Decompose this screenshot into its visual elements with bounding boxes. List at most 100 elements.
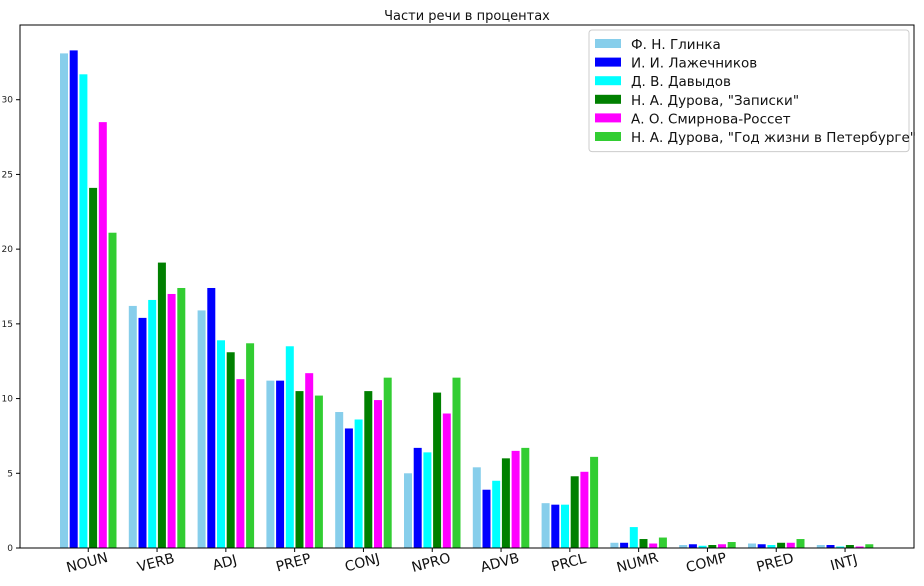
bars xyxy=(60,50,874,549)
bar-intj-series-1 xyxy=(816,545,825,548)
x-tick-label: INTJ xyxy=(829,552,860,575)
bar-numr-series-6 xyxy=(658,537,667,548)
bar-prcl-series-4 xyxy=(570,476,579,548)
legend-swatch xyxy=(595,76,621,86)
bar-adj-series-4 xyxy=(226,352,235,548)
bar-numr-series-5 xyxy=(649,543,658,548)
bar-pred-series-6 xyxy=(796,539,805,548)
bar-conj-series-3 xyxy=(354,419,363,548)
bar-npro-series-4 xyxy=(433,392,442,548)
bar-prcl-series-2 xyxy=(551,504,560,548)
bar-advb-series-4 xyxy=(501,458,510,548)
bar-verb-series-6 xyxy=(177,287,186,548)
bar-noun-series-5 xyxy=(98,122,107,548)
bar-npro-series-2 xyxy=(413,447,422,548)
bar-conj-series-4 xyxy=(364,391,373,548)
bar-intj-series-4 xyxy=(845,545,854,548)
x-tick-label: COMP xyxy=(684,550,728,576)
legend-label: Н. А. Дурова, "Записки" xyxy=(631,93,799,109)
bar-prcl-series-3 xyxy=(561,504,569,548)
plot-frame xyxy=(19,24,915,549)
bar-noun-series-4 xyxy=(89,187,98,548)
bar-pred-series-1 xyxy=(748,543,756,548)
x-tick-label: ADJ xyxy=(211,552,239,574)
bar-numr-series-1 xyxy=(610,542,619,548)
y-tick-label: 0 xyxy=(7,544,13,554)
x-tick-label: PRED xyxy=(755,551,796,576)
bar-numr-series-2 xyxy=(620,542,629,548)
legend-label: Н. А. Дурова, "Год жизни в Петербурге" xyxy=(631,130,916,146)
bar-advb-series-2 xyxy=(482,489,491,548)
bar-verb-series-2 xyxy=(138,317,147,548)
bar-advb-series-1 xyxy=(472,467,481,548)
bar-prep-series-1 xyxy=(266,380,275,548)
bar-adj-series-1 xyxy=(197,310,206,548)
bar-npro-series-1 xyxy=(404,473,412,548)
y-tick-label: 25 xyxy=(2,170,13,180)
legend-label: Д. В. Давыдов xyxy=(631,74,731,90)
bar-advb-series-3 xyxy=(492,480,501,548)
bar-verb-series-1 xyxy=(128,305,137,548)
bar-npro-series-3 xyxy=(423,452,432,548)
bar-verb-series-3 xyxy=(148,299,157,548)
y-axis: 0 5 10 15 20 25 30 xyxy=(2,96,20,554)
bar-prcl-series-5 xyxy=(580,471,589,548)
bar-comp-series-6 xyxy=(727,542,736,548)
bar-prcl-series-6 xyxy=(590,456,599,548)
bar-intj-series-2 xyxy=(826,545,835,548)
y-tick-label: 10 xyxy=(2,395,14,405)
bar-adj-series-5 xyxy=(236,379,245,548)
legend-label: Ф. Н. Глинка xyxy=(631,37,721,53)
legend-swatch xyxy=(595,94,621,104)
x-axis: NOUN VERB ADJ PREP CONJ NPRO ADVB PRCL NUMR COMP P… xyxy=(65,548,860,577)
x-tick-label: NUMR xyxy=(615,550,660,577)
bar-noun-series-1 xyxy=(60,53,68,548)
bar-verb-series-4 xyxy=(157,262,166,548)
y-tick-label: 15 xyxy=(2,320,13,330)
legend-swatch xyxy=(595,132,621,141)
bar-adj-series-3 xyxy=(217,340,225,548)
x-tick-label: CONJ xyxy=(343,551,381,576)
y-tick-label: 5 xyxy=(7,469,13,479)
bar-comp-series-5 xyxy=(718,544,726,548)
bar-comp-series-3 xyxy=(698,545,707,548)
bar-comp-series-4 xyxy=(708,545,717,548)
bar-prep-series-5 xyxy=(305,373,314,548)
bar-verb-series-5 xyxy=(167,293,176,548)
legend: Ф. Н. Глинка И. И. Лажечников Д. В. Давыдо… xyxy=(588,29,916,153)
bar-pred-series-2 xyxy=(757,544,766,548)
bar-adj-series-2 xyxy=(207,287,216,548)
x-tick-label: PREP xyxy=(274,551,312,576)
bar-prep-series-3 xyxy=(285,346,294,548)
bar-advb-series-6 xyxy=(521,447,530,548)
bar-npro-series-6 xyxy=(452,377,461,548)
x-tick-label: NPRO xyxy=(410,550,452,576)
x-tick-label: VERB xyxy=(136,551,177,576)
bar-conj-series-2 xyxy=(344,428,353,548)
legend-swatch xyxy=(595,39,621,48)
bar-comp-series-2 xyxy=(688,544,697,548)
legend-box xyxy=(588,29,910,153)
bar-conj-series-6 xyxy=(383,377,392,548)
chart-title: Части речи в процентах xyxy=(384,9,550,24)
bar-numr-series-3 xyxy=(629,527,638,548)
bar-prep-series-4 xyxy=(295,391,304,548)
y-tick-label: 30 xyxy=(2,96,14,106)
bar-pred-series-3 xyxy=(767,545,776,548)
legend-label: И. И. Лажечников xyxy=(631,56,757,72)
bar-prep-series-6 xyxy=(314,395,323,548)
x-tick-label: PRCL xyxy=(550,551,588,576)
bar-pred-series-5 xyxy=(786,542,795,548)
bar-adj-series-6 xyxy=(246,343,255,548)
bar-conj-series-5 xyxy=(374,400,382,548)
bar-noun-series-6 xyxy=(108,232,117,548)
bar-intj-series-5 xyxy=(855,546,864,548)
x-tick-label: ADVB xyxy=(479,550,521,576)
legend-swatch xyxy=(595,113,621,123)
bar-advb-series-5 xyxy=(511,450,520,548)
bar-npro-series-5 xyxy=(442,413,451,548)
bar-numr-series-4 xyxy=(639,539,648,548)
legend-swatch xyxy=(595,57,621,67)
bar-intj-series-6 xyxy=(865,544,874,548)
